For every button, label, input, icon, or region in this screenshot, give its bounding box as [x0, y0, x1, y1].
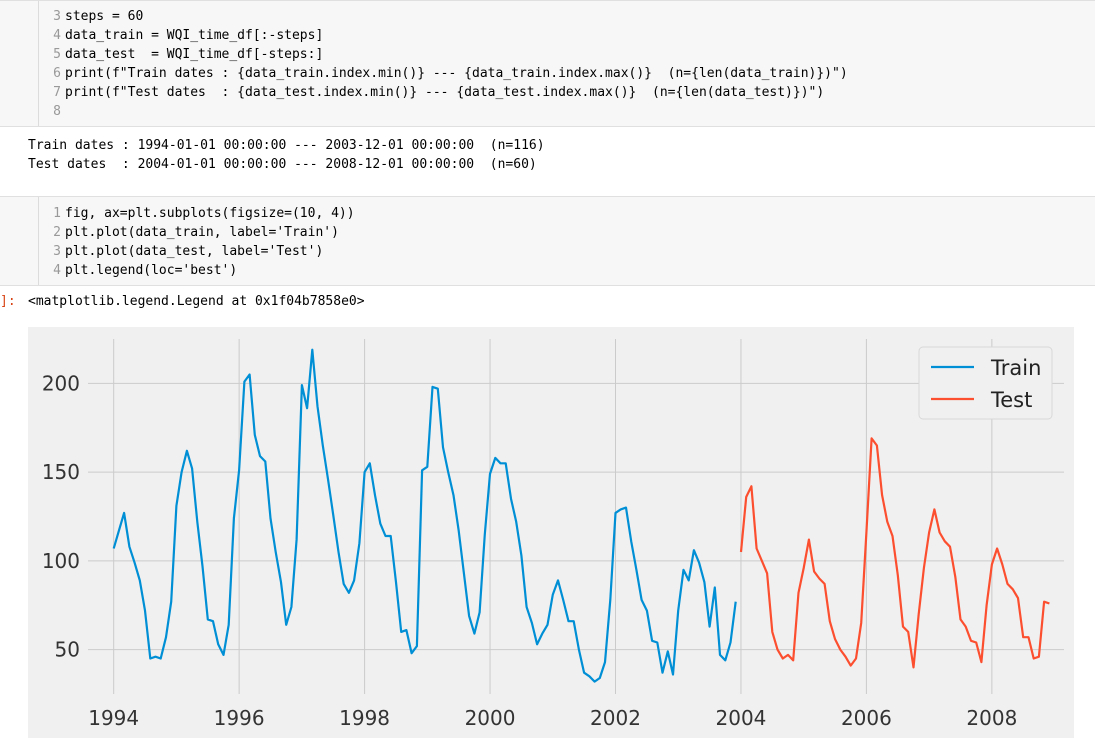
- line-number: 2: [53, 225, 61, 240]
- cell1-line[interactable]: 5 data_test = WQI_time_df[-steps:]: [39, 45, 323, 64]
- code-text[interactable]: plt.legend(loc='best'): [65, 263, 238, 278]
- code-text[interactable]: plt.plot(data_train, label='Train'): [65, 225, 339, 240]
- line-number: 6: [53, 66, 61, 81]
- x-tick-label: 2008: [966, 706, 1017, 730]
- cell2-line[interactable]: 3 plt.plot(data_test, label='Test'): [39, 242, 323, 261]
- cell1-line[interactable]: 7 print(f"Test dates : {data_test.index.m…: [39, 83, 824, 102]
- x-tick-label: 2006: [841, 706, 892, 730]
- legend-box: [918, 346, 1053, 420]
- line-number: 5: [53, 47, 61, 62]
- code-text[interactable]: data_test = WQI_time_df[-steps:]: [65, 47, 324, 62]
- x-tick-label: 1994: [88, 706, 139, 730]
- cell1-line[interactable]: 8: [39, 102, 65, 121]
- code-text[interactable]: data_train = WQI_time_df[:-steps]: [65, 28, 324, 43]
- cell2-line[interactable]: 2 plt.plot(data_train, label='Train'): [39, 223, 339, 242]
- x-tick-label: 2004: [716, 706, 767, 730]
- x-tick-label: 1996: [214, 706, 265, 730]
- code-text[interactable]: steps = 60: [65, 9, 144, 24]
- series-line-test: [739, 437, 1050, 669]
- x-tick-label: 2002: [590, 706, 641, 730]
- cell1-line[interactable]: 4 data_train = WQI_time_df[:-steps]: [39, 26, 323, 45]
- line-number: 4: [53, 28, 61, 43]
- code-editor-1[interactable]: 3 steps = 60 4 data_train = WQI_time_df[:-s…: [38, 1, 1095, 126]
- y-tick-label: 200: [42, 371, 80, 395]
- code-text[interactable]: print(f"Test dates : {data_test.index.mi…: [65, 85, 825, 100]
- code-text[interactable]: fig, ax=plt.subplots(figsize=(10, 4)): [65, 206, 355, 221]
- output-legend-repr: <matplotlib.legend.Legend at 0x1f04b7858…: [28, 294, 365, 309]
- series-line-train: [112, 348, 737, 683]
- code-text[interactable]: plt.plot(data_test, label='Test'): [65, 244, 324, 259]
- cell2-line[interactable]: 1 fig, ax=plt.subplots(figsize=(10, 4)): [39, 204, 355, 223]
- y-tick-label: 100: [42, 549, 80, 573]
- line-number: 7: [53, 85, 61, 100]
- x-tick-label: 1998: [339, 706, 390, 730]
- output-train-dates: Train dates : 1994-01-01 00:00:00 --- 20…: [28, 138, 545, 153]
- code-text[interactable]: print(f"Train dates : {data_train.index.…: [65, 66, 848, 81]
- code-editor-2[interactable]: 1 fig, ax=plt.subplots(figsize=(10, 4)) 2 p…: [38, 197, 1095, 285]
- code-cell-2[interactable]: 1 fig, ax=plt.subplots(figsize=(10, 4)) 2 p…: [0, 196, 1095, 286]
- line-number: 8: [53, 104, 61, 119]
- line-number: 3: [53, 244, 61, 259]
- line-number: 4: [53, 263, 61, 278]
- cell1-line[interactable]: 6 print(f"Train dates : {data_train.index…: [39, 64, 848, 83]
- chart-output: 1994 1996 1998 2000 2002 2004 2006 2008 50 100 150…: [28, 327, 1074, 738]
- y-tick-label: 50: [55, 638, 80, 662]
- legend-label: Train: [990, 356, 1041, 380]
- output-test-dates: Test dates : 2004-01-01 00:00:00 --- 200…: [28, 157, 537, 172]
- cell2-line[interactable]: 4 plt.legend(loc='best'): [39, 261, 237, 280]
- code-cell-1[interactable]: 3 steps = 60 4 data_train = WQI_time_df[:-s…: [0, 0, 1095, 127]
- x-tick-label: 2000: [465, 706, 516, 730]
- output-prompt: ]:: [0, 294, 16, 309]
- cell1-line[interactable]: 3 steps = 60: [39, 7, 143, 26]
- line-chart: 1994 1996 1998 2000 2002 2004 2006 2008 50 100 150…: [42, 339, 1064, 730]
- line-number: 3: [53, 9, 61, 24]
- legend-label: Test: [990, 388, 1032, 412]
- line-number: 1: [53, 206, 61, 221]
- y-tick-label: 150: [42, 460, 80, 484]
